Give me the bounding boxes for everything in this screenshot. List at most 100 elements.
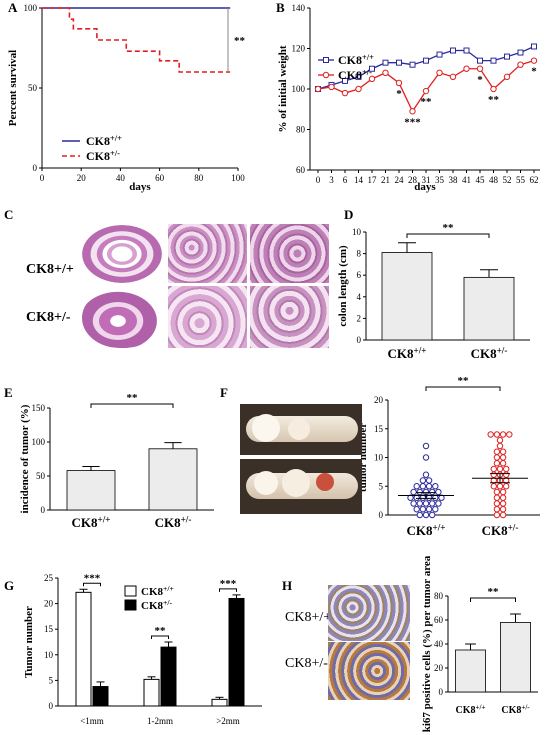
f-point-het (499, 454, 507, 461)
g-y-tick-label: 20 (44, 599, 54, 609)
g-significance-bracket-1 (151, 635, 169, 639)
e-bar-1 (148, 448, 198, 511)
a-x-tick-label: 60 (155, 173, 165, 183)
f-point-het (503, 465, 510, 473)
b-x-tick-label: 31 (422, 175, 431, 185)
d-significance-label: ** (443, 222, 455, 234)
f-point-wt (422, 500, 430, 507)
b-point-het (409, 108, 416, 115)
f-point-het (490, 483, 497, 490)
colon-swiss-roll-wt-image (82, 225, 162, 283)
b-x-tick-label: 24 (395, 175, 405, 185)
f-point-het (493, 500, 501, 507)
g-significance-bracket-2 (219, 588, 237, 592)
f-point-het (493, 488, 501, 496)
f-point-wt (419, 483, 427, 490)
colon-gross-bottom-image (240, 459, 362, 514)
f-point-het (506, 431, 513, 438)
h-y-tick-label: 0 (439, 687, 444, 697)
b-point-het (395, 79, 403, 87)
f-point-wt (410, 500, 417, 507)
b-point-wt (342, 77, 348, 84)
b-point-het (436, 69, 443, 77)
f-point-wt (429, 500, 436, 507)
b-point-wt (382, 59, 389, 66)
e-x-category-label-0: CK8+/+ (72, 514, 111, 530)
f-point-wt (413, 483, 420, 490)
b-x-tick-label: 17 (368, 175, 378, 185)
e-bar-0 (66, 470, 116, 511)
b-x-tick-label: 48 (489, 175, 499, 185)
panel-c-row-label-wt: CK8+/+ (26, 262, 74, 277)
b-point-het (368, 75, 376, 83)
e-x-category-label-1: CK8+/- (155, 514, 192, 530)
b-y-tick-label: 80 (296, 125, 306, 135)
b-y-tick-label: 120 (292, 44, 306, 54)
f-point-wt (422, 442, 430, 450)
f-point-het (493, 511, 501, 519)
h-y-tick-label: 40 (434, 639, 444, 649)
g-y-tick-label: 5 (49, 675, 54, 685)
h-significance-bracket (470, 597, 516, 602)
b-point-wt (369, 65, 375, 72)
a-x-tick-label: 80 (194, 173, 204, 183)
b-significance-label: * (477, 74, 483, 86)
h-significance-label: ** (488, 586, 500, 598)
b-point-wt (490, 57, 497, 64)
g-bar-het-0 (92, 686, 109, 707)
f-point-het (499, 488, 507, 496)
b-point-wt (463, 47, 470, 54)
f-point-het (493, 506, 501, 513)
g-legend-label-het: CK8+/- (141, 598, 173, 612)
f-point-wt (425, 477, 433, 484)
a-x-tick-label: 100 (231, 173, 245, 183)
b-legend-label-wt: CK8+/+ (338, 53, 374, 67)
b-point-het (355, 85, 362, 93)
g-bar-wt-0 (75, 591, 92, 707)
a-y-tick-label: 50 (28, 83, 38, 93)
f-point-wt (422, 471, 430, 478)
b-point-het (328, 83, 335, 91)
f-point-het (496, 483, 504, 490)
d-y-axis-label: colon length (cm) (337, 245, 349, 327)
e-significance-bracket (90, 403, 174, 408)
f-point-wt (429, 511, 436, 519)
d-x-category-label-0: CK8+/+ (388, 345, 427, 361)
b-y-tick-label: 60 (296, 165, 306, 175)
panel-label-a: A (8, 0, 18, 15)
f-point-wt (419, 506, 427, 513)
histology-wt-high-mag-image (250, 224, 329, 283)
e-y-tick-label: 50 (36, 471, 46, 481)
f-point-het (487, 431, 494, 438)
b-point-wt (504, 53, 510, 60)
b-x-tick-label: 62 (530, 175, 539, 185)
b-x-tick-label: 52 (503, 175, 512, 185)
g-legend-label-wt: CK8+/+ (141, 584, 174, 598)
g-legend-swatch-het (124, 599, 137, 611)
h-x-category-label-0: CK8+/+ (456, 704, 486, 717)
g-x-category-label-1: 1-2mm (147, 716, 173, 726)
e-y-tick-label: 150 (32, 403, 46, 413)
ki67-ihc-het-image (328, 642, 410, 700)
g-y-tick-label: 15 (44, 624, 54, 634)
ki67-ihc-wt-image (328, 585, 410, 641)
f-point-wt (435, 488, 442, 496)
h-y-axis-label: ki67 positive cells (%) per tumor area (421, 555, 433, 732)
b-point-het (503, 73, 511, 81)
b-significance-label: ** (488, 94, 500, 106)
b-x-tick-label: 28 (408, 175, 418, 185)
f-point-het (499, 460, 507, 467)
b-point-het (382, 69, 389, 77)
f-point-wt (435, 500, 442, 507)
f-significance-bracket (425, 386, 501, 391)
e-y-tick-label: 0 (41, 505, 46, 515)
b-x-tick-label: 0 (316, 175, 321, 185)
h-x-category-label-1: CK8+/- (501, 704, 530, 717)
g-x-category-label-0: <1mm (80, 716, 104, 726)
f-point-wt (432, 483, 439, 490)
d-bar-1 (463, 276, 515, 341)
f-point-het (493, 460, 501, 467)
histology-wt-low-mag-image (168, 224, 247, 283)
b-x-tick-label: 14 (354, 175, 364, 185)
d-y-tick-label: 2 (357, 313, 362, 323)
